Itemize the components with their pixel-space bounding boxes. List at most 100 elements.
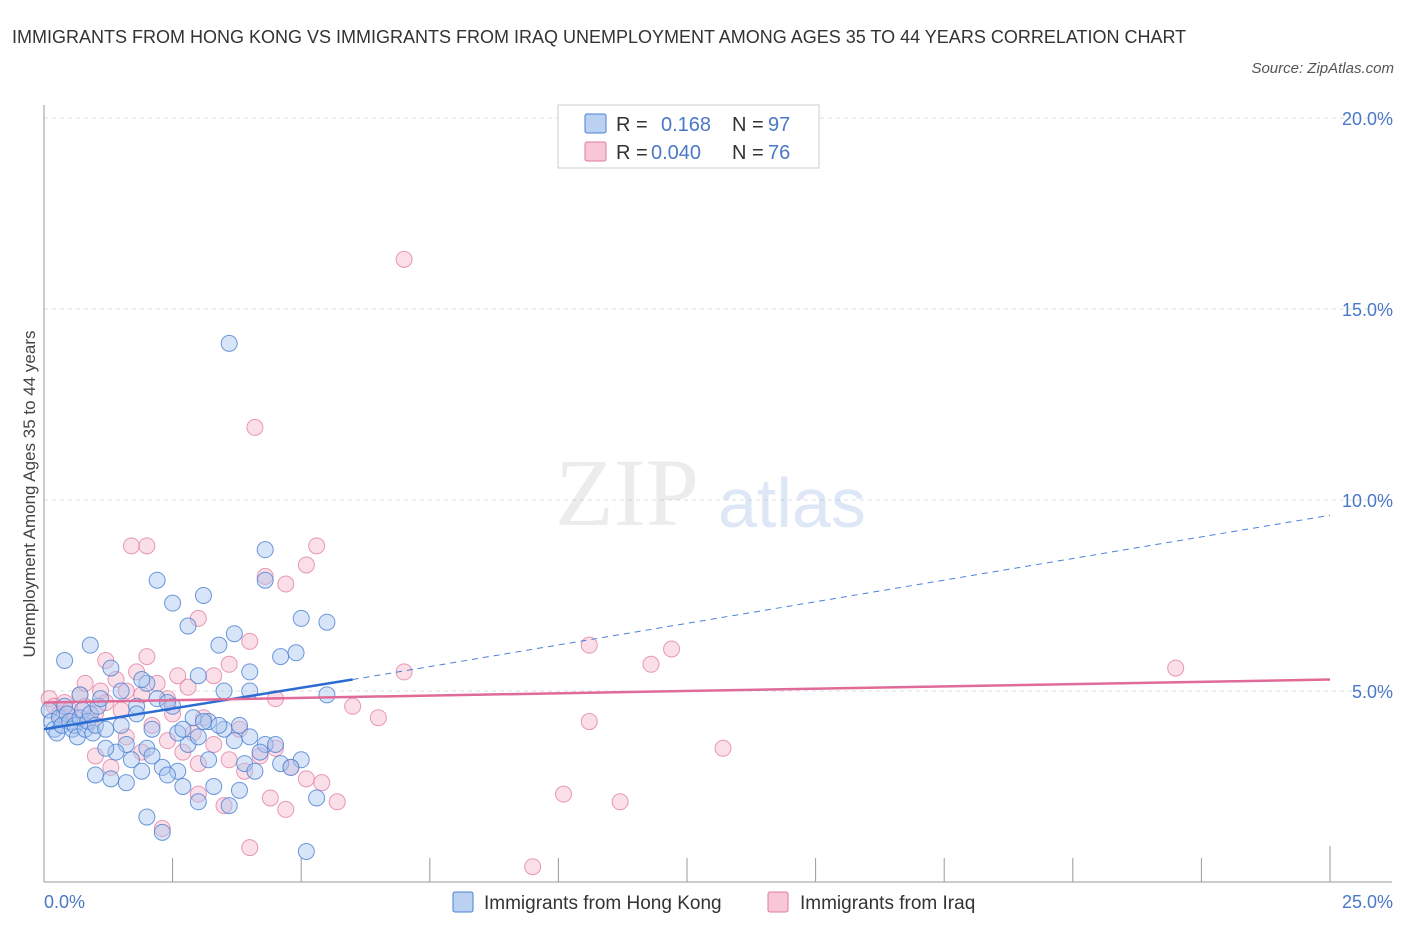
hong-kong-point-39 — [230, 716, 248, 734]
iraq-point-30 — [246, 418, 264, 436]
hong-kong-point-56 — [225, 732, 243, 750]
hong-kong-point-44 — [143, 747, 161, 765]
iraq-point-56 — [313, 774, 331, 792]
legend-n-value-iraq: 76 — [768, 142, 790, 164]
source-label: Source: ZipAtlas.com — [1251, 60, 1394, 77]
legend-r-value-hong-kong: 0.168 — [661, 114, 711, 136]
watermark: ZIP atlas — [555, 439, 866, 546]
legend-swatch-hong-kong — [584, 113, 607, 134]
iraq-point-37 — [369, 709, 387, 727]
hong-kong-point-63 — [194, 587, 212, 604]
iraq-point-40 — [1167, 659, 1185, 677]
hong-kong-point-43 — [133, 762, 151, 780]
hong-kong-point-59 — [272, 755, 290, 773]
iraq-point-25 — [241, 632, 259, 650]
iraq-point-45 — [143, 716, 161, 734]
iraq-point-29 — [308, 537, 326, 555]
iraq-point-19 — [179, 678, 197, 696]
legend-n-label-iraq: N = — [732, 142, 764, 164]
hong-kong-point-28 — [97, 720, 115, 738]
iraq-point-65 — [611, 793, 629, 811]
iraq-point-21 — [138, 537, 156, 555]
hong-kong-point-71 — [256, 541, 274, 559]
x-tick-label-0: 0.0% — [44, 892, 85, 912]
iraq-point-66 — [524, 858, 542, 876]
iraq-point-64 — [555, 785, 573, 803]
hong-kong-point-45 — [158, 766, 176, 784]
bottom-legend-label-hong-kong[interactable]: Immigrants from Hong Kong — [484, 893, 722, 914]
hong-kong-point-89 — [174, 720, 192, 738]
hong-kong-point-65 — [225, 625, 243, 643]
hong-kong-points — [40, 334, 336, 860]
hong-kong-point-47 — [189, 793, 207, 811]
hong-kong-point-62 — [179, 617, 197, 635]
hong-kong-point-80 — [308, 789, 326, 807]
iraq-point-59 — [277, 800, 295, 818]
hong-kong-point-85 — [133, 671, 151, 689]
hong-kong-point-68 — [272, 648, 290, 666]
watermark-atlas: atlas — [718, 464, 866, 542]
hong-kong-point-96 — [143, 720, 161, 738]
tick-labels: 5.0% 10.0% 15.0% 20.0% 0.0% 25.0% — [44, 109, 1393, 912]
iraq-point-57 — [328, 793, 346, 811]
hong-kong-point-23 — [112, 682, 130, 700]
iraq-point-50 — [220, 751, 238, 769]
chart-title: IMMIGRANTS FROM HONG KONG VS IMMIGRANTS … — [12, 27, 1187, 47]
iraq-point-49 — [205, 735, 223, 753]
hong-kong-point-34 — [169, 762, 187, 780]
iraq-point-18 — [169, 667, 187, 685]
iraq-point-15 — [138, 648, 156, 666]
x-tick-label-1: 25.0% — [1342, 892, 1393, 912]
hong-kong-point-64 — [210, 636, 228, 654]
hong-kong-point-53 — [184, 709, 202, 727]
hong-kong-point-30 — [107, 743, 125, 761]
hong-kong-point-26 — [148, 690, 166, 708]
hong-kong-point-93 — [282, 758, 300, 776]
iraq-point-63 — [241, 839, 259, 857]
bottom-legend-label-iraq[interactable]: Immigrants from Iraq — [800, 893, 975, 914]
hong-kong-point-40 — [86, 766, 104, 784]
iraq-point-58 — [261, 789, 279, 807]
legend-n-value-hong-kong: 97 — [768, 114, 790, 136]
iraq-point-36 — [344, 697, 362, 715]
hong-kong-point-21 — [81, 636, 99, 654]
iraq-point-20 — [122, 537, 140, 555]
hong-kong-trend-line — [43, 678, 353, 731]
iraq-point-60 — [153, 820, 171, 838]
hong-kong-point-66 — [241, 663, 259, 681]
iraq-point-24 — [220, 655, 238, 673]
iraq-point-31 — [395, 250, 413, 268]
hong-kong-point-36 — [189, 728, 207, 746]
hong-kong-point-92 — [251, 743, 269, 761]
hong-kong-point-70 — [220, 334, 238, 352]
iraq-point-48 — [189, 755, 207, 773]
hong-kong-point-67 — [256, 571, 274, 589]
axes — [43, 105, 1392, 883]
hong-kong-point-41 — [102, 770, 120, 788]
legend-r-label-iraq: R = — [616, 142, 648, 164]
stats-legend: R = 0.168 N = 97 R = 0.040 N = 76 — [557, 104, 820, 169]
trend-lines — [43, 514, 1331, 731]
y-tick-label-0: 5.0% — [1352, 682, 1393, 702]
hong-kong-point-50 — [138, 808, 156, 826]
iraq-point-28 — [297, 556, 315, 574]
hong-kong-point-20 — [56, 651, 74, 669]
gridlines — [44, 117, 1392, 692]
y-tick-label-2: 15.0% — [1342, 300, 1393, 320]
hong-kong-point-61 — [164, 594, 182, 612]
bottom-legend-swatch-iraq[interactable] — [767, 891, 789, 913]
legend-r-value-iraq: 0.040 — [651, 142, 701, 164]
legend-n-label-hong-kong: N = — [732, 114, 764, 136]
hong-kong-point-48 — [205, 778, 223, 795]
hong-kong-point-91 — [230, 781, 248, 799]
iraq-point-27 — [277, 575, 295, 593]
bottom-legend-swatch-hong-kong[interactable] — [452, 891, 474, 913]
hong-kong-point-60 — [148, 571, 166, 589]
hong-kong-point-79 — [318, 686, 336, 704]
iraq-point-32 — [580, 636, 598, 654]
hong-kong-point-94 — [97, 739, 115, 757]
hong-kong-point-88 — [112, 716, 130, 734]
hong-kong-point-55 — [210, 716, 228, 734]
legend-r-label-hong-kong: R = — [616, 114, 648, 136]
